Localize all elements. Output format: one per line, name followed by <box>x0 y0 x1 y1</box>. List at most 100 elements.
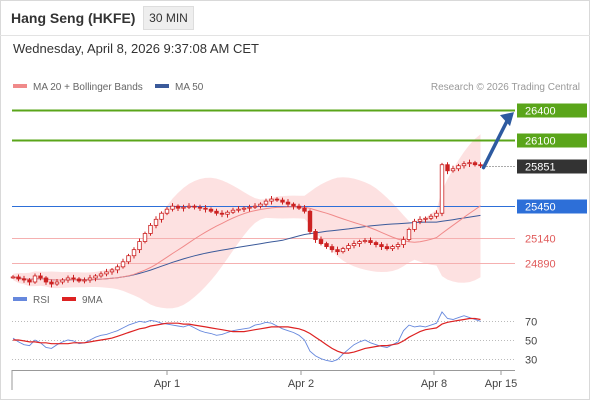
candle-body <box>208 208 214 212</box>
timestamp: Wednesday, April 8, 2026 9:37:08 AM CET <box>13 41 259 56</box>
candle-body <box>318 239 324 244</box>
candle <box>131 247 137 259</box>
candle <box>21 275 27 283</box>
candle-body <box>120 261 126 268</box>
candle-body <box>445 164 450 172</box>
rsi-ma-line <box>13 317 481 354</box>
legend-rsi-ma: 9MA <box>82 295 103 306</box>
candle-body <box>296 205 302 209</box>
candle-body <box>241 207 247 210</box>
level-label-25140: 25140 <box>525 234 556 246</box>
timeframe-button[interactable]: 30 MIN <box>143 6 194 30</box>
candle <box>214 208 219 216</box>
candle <box>390 244 395 251</box>
candle <box>159 211 164 223</box>
candle-body <box>109 269 115 273</box>
candle <box>478 162 483 168</box>
candle-body <box>258 203 263 207</box>
bollinger-band <box>13 134 481 309</box>
candle-body <box>263 200 269 205</box>
candle-body <box>472 162 478 166</box>
candle <box>395 242 401 250</box>
candle <box>164 206 170 216</box>
chart-header: Hang Seng (HKFE) 30 MIN <box>0 0 590 36</box>
candle-body <box>373 242 379 245</box>
candle-body <box>170 205 175 210</box>
candle <box>93 274 98 282</box>
candle-body <box>181 206 186 209</box>
candle-body <box>43 277 49 283</box>
candle-body <box>439 164 445 214</box>
candle-body <box>219 212 225 215</box>
candle-body <box>27 279 32 283</box>
candle-body <box>450 168 456 172</box>
candle <box>401 236 406 248</box>
level-tag-26400 <box>517 103 587 118</box>
candle <box>186 203 192 209</box>
candle <box>170 203 175 212</box>
candle <box>346 243 351 251</box>
candle <box>60 278 65 285</box>
rsi-tick-50: 50 <box>525 336 537 348</box>
candle-body <box>434 212 439 217</box>
candle-body <box>148 224 153 234</box>
candle-body <box>131 249 137 257</box>
candle <box>71 274 76 283</box>
candle <box>417 216 423 225</box>
level-tag-26100 <box>517 133 587 148</box>
candle <box>307 209 313 235</box>
candle <box>291 202 296 210</box>
candle-body <box>82 279 87 282</box>
candle-body <box>54 281 60 285</box>
candle <box>197 204 203 212</box>
time-axis: Apr 1 Apr 2 Apr 8 Apr 15 <box>11 370 517 390</box>
candle-body <box>164 208 170 214</box>
candle <box>340 246 346 254</box>
candle <box>87 274 93 283</box>
rsi-tick-70: 70 <box>525 317 537 329</box>
current-price-label: 25851 <box>525 162 556 174</box>
candle <box>241 206 247 213</box>
candle-body <box>335 249 340 253</box>
candle-body <box>291 203 296 207</box>
candle <box>318 236 324 246</box>
candle-body <box>32 275 38 283</box>
instrument-title: Hang Seng (HKFE) <box>11 10 136 26</box>
candle-body <box>236 208 241 211</box>
candle-body <box>269 198 274 202</box>
x-tick-label: Apr 8 <box>421 378 447 390</box>
candle-body <box>285 201 291 205</box>
candle <box>412 218 417 232</box>
candle <box>324 241 329 249</box>
candle <box>43 276 49 285</box>
candle-body <box>21 278 27 281</box>
candle-body <box>153 218 159 226</box>
legend-swatch-ma20 <box>13 84 27 88</box>
candle-body <box>362 240 368 242</box>
legend-ma50: MA 50 <box>175 82 204 93</box>
candle-body <box>197 206 203 209</box>
candle-body <box>214 210 219 214</box>
candle-body <box>423 217 428 220</box>
candle <box>27 278 32 286</box>
candle-body <box>379 244 384 248</box>
candle <box>351 240 357 249</box>
candle-body <box>307 210 313 232</box>
candle <box>219 210 225 218</box>
current-price-tag <box>517 159 587 174</box>
candle-body <box>313 231 318 240</box>
candle-body <box>225 211 230 215</box>
candle <box>38 272 43 281</box>
candle <box>428 213 434 221</box>
candle-body <box>137 241 142 251</box>
candle <box>362 238 368 244</box>
candle-body <box>417 218 423 222</box>
candle-body <box>340 248 346 253</box>
candle-body <box>357 241 362 244</box>
legend-rsi: RSI <box>33 295 50 306</box>
candle <box>120 258 126 269</box>
candle-body <box>329 246 335 251</box>
candle-body <box>104 271 109 275</box>
candle <box>368 237 373 245</box>
